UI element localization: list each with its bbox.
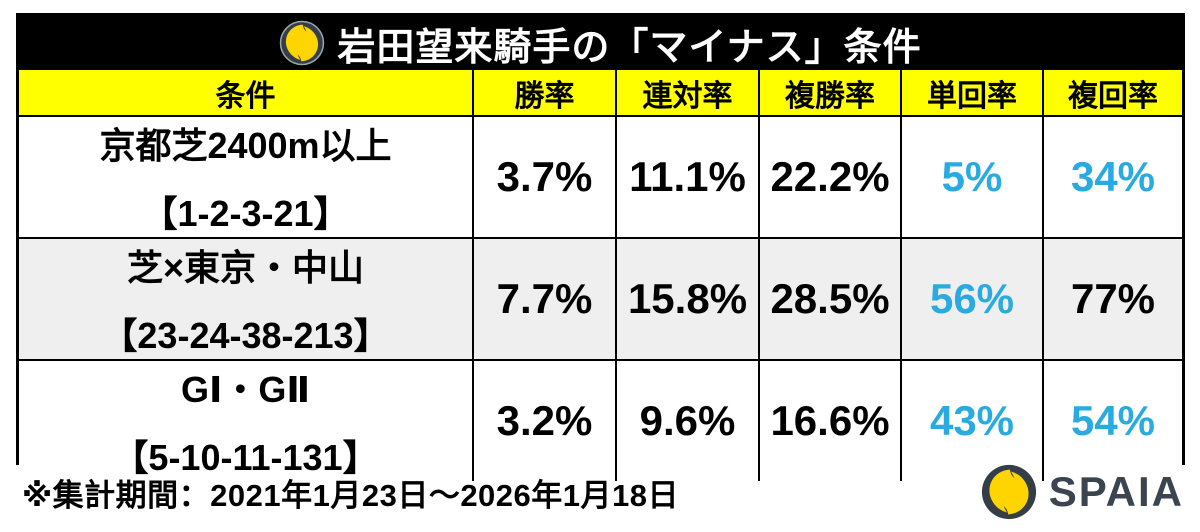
stat-show-rate: 28.5% <box>758 239 900 359</box>
stats-table: 岩田望来騎手の「マイナス」条件 条件 勝率 連対率 複勝率 単回率 複回率 京都… <box>16 13 1185 481</box>
stat-show-payback: 77% <box>1042 239 1182 359</box>
stat-win-rate: 3.7% <box>472 117 615 237</box>
title-bar: 岩田望来騎手の「マイナス」条件 <box>19 16 1182 70</box>
condition-record: 【1-2-3-21】 <box>141 193 350 234</box>
page-title: 岩田望来騎手の「マイナス」条件 <box>337 26 922 69</box>
condition-name: GⅠ・GⅡ <box>180 369 311 410</box>
table-body: 京都芝2400m以上 【1-2-3-21】 3.7% 11.1% 22.2% 5… <box>19 115 1182 481</box>
column-header-quinella-rate: 連対率 <box>615 70 758 115</box>
spaia-logo-icon <box>981 464 1036 520</box>
stat-win-payback: 56% <box>900 239 1042 359</box>
column-header-win-payback: 単回率 <box>900 70 1042 115</box>
stat-win-payback: 5% <box>900 117 1042 237</box>
condition-record: 【23-24-38-213】 <box>101 315 390 356</box>
spaia-logo-icon <box>280 20 325 66</box>
stat-show-payback: 34% <box>1042 117 1182 237</box>
table-row: 京都芝2400m以上 【1-2-3-21】 3.7% 11.1% 22.2% 5… <box>19 115 1182 237</box>
table-header-row: 条件 勝率 連対率 複勝率 単回率 複回率 <box>19 70 1182 115</box>
stat-show-rate: 16.6% <box>758 361 900 481</box>
stat-quinella-rate: 9.6% <box>615 361 758 481</box>
stat-win-rate: 7.7% <box>472 239 615 359</box>
aggregation-period-note: ※集計期間：2021年1月23日～2026年1月18日 <box>22 478 680 513</box>
column-header-condition: 条件 <box>215 79 276 113</box>
condition-name: 京都芝2400m以上 <box>99 125 392 166</box>
stat-win-rate: 3.2% <box>472 361 615 481</box>
table-row: GⅠ・GⅡ 【5-10-11-131】 3.2% 9.6% 16.6% 43% … <box>19 359 1182 481</box>
condition-cell: 芝×東京・中山 【23-24-38-213】 <box>19 239 472 359</box>
stat-show-payback: 54% <box>1042 361 1182 481</box>
spaia-wordmark: SPAIA <box>1048 468 1184 515</box>
column-header-show-payback: 複回率 <box>1042 70 1182 115</box>
condition-cell: GⅠ・GⅡ 【5-10-11-131】 <box>19 361 472 481</box>
condition-cell: 京都芝2400m以上 【1-2-3-21】 <box>19 117 472 237</box>
condition-record: 【5-10-11-131】 <box>112 437 379 478</box>
stat-show-rate: 22.2% <box>758 117 900 237</box>
column-header-show-rate: 複勝率 <box>758 70 900 115</box>
column-header-win-rate: 勝率 <box>472 70 615 115</box>
condition-name: 芝×東京・中山 <box>126 247 365 288</box>
stat-win-payback: 43% <box>900 361 1042 481</box>
spaia-brand: SPAIA <box>981 464 1184 520</box>
table-row: 芝×東京・中山 【23-24-38-213】 7.7% 15.8% 28.5% … <box>19 237 1182 359</box>
stat-quinella-rate: 15.8% <box>615 239 758 359</box>
stat-quinella-rate: 11.1% <box>615 117 758 237</box>
